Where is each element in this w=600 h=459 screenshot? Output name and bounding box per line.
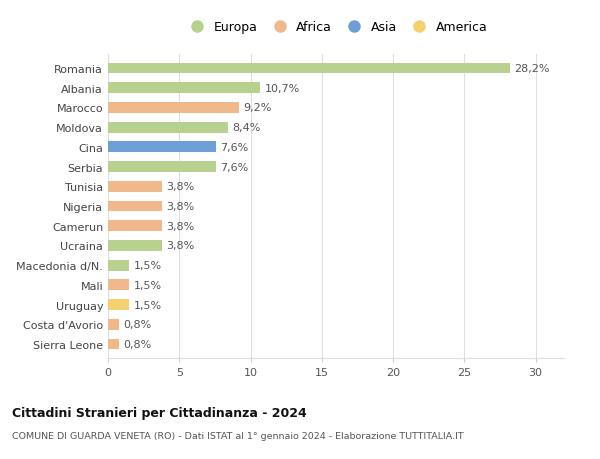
Text: 1,5%: 1,5% — [134, 300, 162, 310]
Text: 28,2%: 28,2% — [514, 64, 550, 74]
Text: 3,8%: 3,8% — [166, 202, 194, 212]
Text: 3,8%: 3,8% — [166, 241, 194, 251]
Text: 9,2%: 9,2% — [244, 103, 272, 113]
Bar — [108, 181, 162, 192]
Text: 0,8%: 0,8% — [124, 319, 152, 330]
Text: 1,5%: 1,5% — [134, 261, 162, 270]
Text: 8,4%: 8,4% — [232, 123, 260, 133]
Bar — [108, 123, 228, 133]
Text: 7,6%: 7,6% — [221, 143, 249, 152]
Bar — [108, 221, 162, 232]
Bar — [108, 241, 162, 251]
Text: 10,7%: 10,7% — [265, 84, 300, 94]
Bar — [108, 162, 217, 173]
Text: 3,8%: 3,8% — [166, 182, 194, 192]
Text: 3,8%: 3,8% — [166, 221, 194, 231]
Bar — [108, 280, 130, 291]
Bar — [108, 201, 162, 212]
Bar — [108, 319, 119, 330]
Bar — [108, 142, 217, 153]
Bar — [108, 103, 239, 113]
Text: 0,8%: 0,8% — [124, 339, 152, 349]
Bar — [108, 260, 130, 271]
Bar — [108, 299, 130, 310]
Bar — [108, 63, 510, 74]
Bar — [108, 83, 260, 94]
Bar — [108, 339, 119, 350]
Text: Cittadini Stranieri per Cittadinanza - 2024: Cittadini Stranieri per Cittadinanza - 2… — [12, 406, 307, 419]
Legend: Europa, Africa, Asia, America: Europa, Africa, Asia, America — [179, 16, 493, 39]
Text: 7,6%: 7,6% — [221, 162, 249, 172]
Text: COMUNE DI GUARDA VENETA (RO) - Dati ISTAT al 1° gennaio 2024 - Elaborazione TUTT: COMUNE DI GUARDA VENETA (RO) - Dati ISTA… — [12, 431, 464, 441]
Text: 1,5%: 1,5% — [134, 280, 162, 290]
